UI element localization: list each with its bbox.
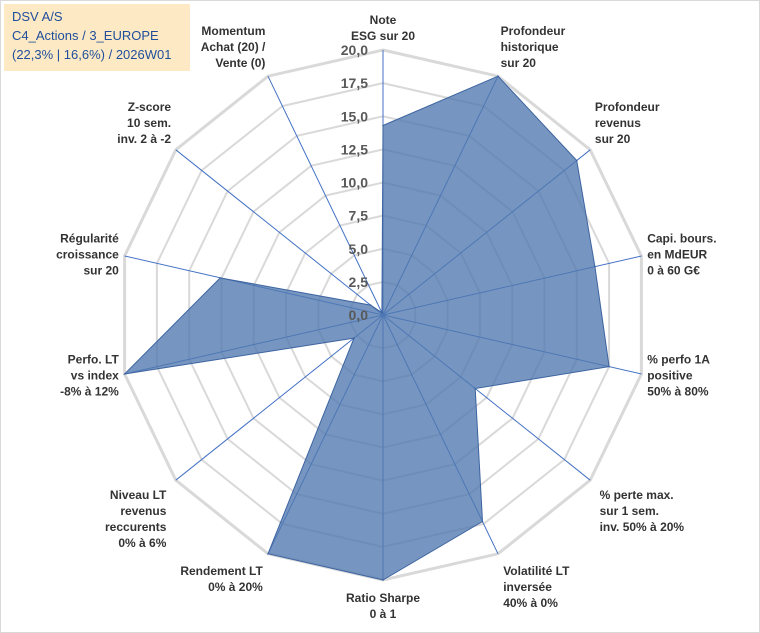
data-point-0	[382, 124, 384, 127]
data-point-5	[474, 387, 477, 390]
axis-label-4: % perfo 1A positive 50% à 80%	[647, 353, 710, 399]
data-point-2	[575, 159, 578, 162]
performance-summary: (22,3% | 16,6%) / 2026W01	[12, 47, 172, 62]
data-point-7	[382, 579, 384, 581]
axis-label-6: Volatilité LT inversée 40% à 0%	[503, 564, 570, 610]
axis-label-11: Régularité croissance sur 20	[56, 231, 119, 277]
axis-label-8: Rendement LT 0% à 20%	[180, 564, 263, 594]
data-point-6	[481, 520, 484, 523]
spoke-9	[175, 314, 384, 481]
axis-label-7: Ratio Sharpe 0 à 1	[346, 591, 420, 621]
category-labels: Note ESG sur 20 Profondeur historique sur 20…	[56, 13, 716, 621]
data-point-9	[353, 337, 355, 339]
data-point-1	[497, 75, 499, 77]
spoke-13	[267, 75, 384, 316]
chart-title-box: DSV A/S C4_Actions / 3_EUROPE (22,3% | 1…	[4, 4, 190, 71]
axis-label-2: Profondeur revenus sur 20	[595, 100, 660, 146]
data-point-8	[267, 553, 269, 555]
tick-label-2: 5,0	[349, 241, 369, 257]
tick-label-6: 15,0	[341, 108, 368, 124]
tick-label-8: 20,0	[341, 42, 368, 58]
data-point-3	[594, 265, 596, 268]
tick-label-0: 0,0	[349, 307, 369, 323]
radar-series	[123, 75, 610, 581]
data-point-13	[381, 311, 383, 314]
axis-label-1: Profondeur historique sur 20	[501, 24, 566, 70]
axis-label-0: Note ESG sur 20	[351, 13, 415, 43]
axis-label-12: Z-score 10 sem. inv. 2 à -2	[117, 100, 171, 146]
tick-label-7: 17,5	[341, 75, 368, 91]
data-point-10	[123, 373, 126, 375]
company-name: DSV A/S	[12, 9, 63, 24]
axis-label-13: Momentum Achat (20) / Vente (0)	[201, 24, 266, 70]
tick-label-5: 12,5	[341, 141, 368, 157]
axis-label-9: Niveau LT revenus reccurents 0% à 6%	[105, 488, 167, 550]
spoke-12	[175, 149, 384, 316]
data-point-12	[369, 304, 372, 306]
axis-label-3: Capi. bours. en MdEUR 0 à 60 G€	[647, 231, 716, 277]
radial-ticks: 0,0 2,5 5,0 7,5 10,0 12,5 15,0 17,5 20,0	[341, 42, 368, 323]
data-point-11	[219, 277, 221, 279]
tick-label-1: 2,5	[349, 274, 369, 290]
data-point-4	[608, 365, 610, 368]
axis-label-5: % perte max. sur 1 sem. inv. 50% à 20%	[600, 488, 685, 534]
tick-label-4: 10,0	[341, 175, 368, 191]
tick-label-3: 7,5	[349, 208, 369, 224]
axis-label-10: Perfo. LT vs index -8% à 12%	[60, 353, 119, 399]
portfolio-category: C4_Actions / 3_EUROPE	[12, 28, 159, 43]
